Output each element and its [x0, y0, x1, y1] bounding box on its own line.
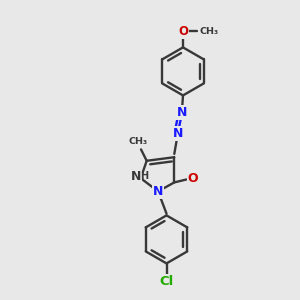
Text: N: N — [173, 127, 183, 140]
Text: O: O — [178, 25, 188, 38]
Text: N: N — [177, 106, 187, 119]
Text: N: N — [173, 127, 183, 140]
Text: O: O — [178, 25, 188, 38]
Text: N: N — [177, 106, 187, 119]
Text: CH₃: CH₃ — [199, 27, 218, 36]
Text: CH₃: CH₃ — [129, 136, 148, 146]
Text: N: N — [131, 170, 141, 183]
Text: Cl: Cl — [159, 275, 174, 288]
Text: N: N — [153, 185, 163, 198]
Text: O: O — [188, 172, 198, 185]
Text: H: H — [140, 171, 148, 182]
